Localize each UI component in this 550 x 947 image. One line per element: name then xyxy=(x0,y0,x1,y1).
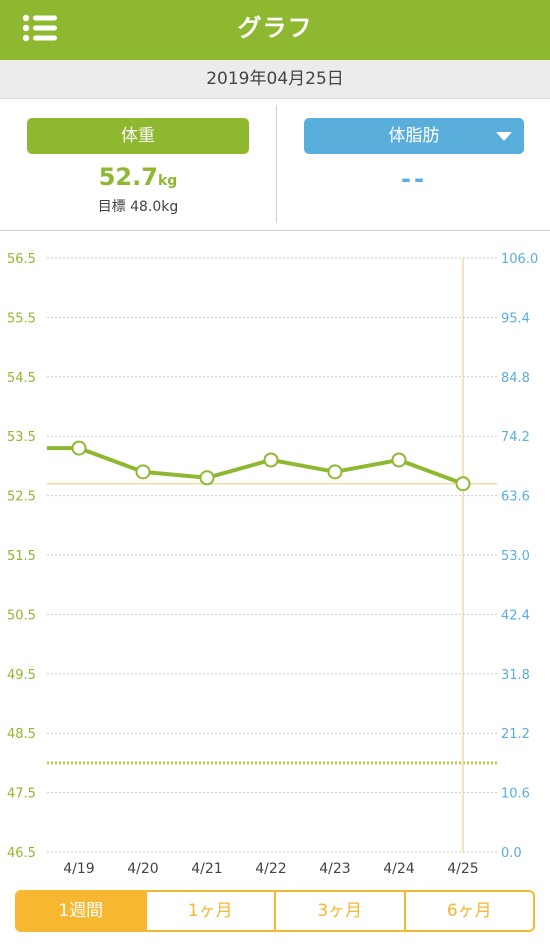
x-tick-label: 4/20 xyxy=(127,861,158,877)
chevron-down-icon xyxy=(496,132,512,141)
y-left-tick-label: 50.5 xyxy=(7,608,36,623)
page-title: グラフ xyxy=(237,14,313,42)
weight-unit: kg xyxy=(157,173,178,189)
data-point xyxy=(391,452,407,468)
y-right-tick-label: 63.6 xyxy=(501,490,530,505)
weight-value: 52.7kg xyxy=(27,163,249,191)
x-tick-label: 4/19 xyxy=(63,861,94,877)
summary-panel: 体重 52.7kg 目標 48.0kg 体脂肪 -- xyxy=(0,99,550,231)
y-right-tick-label: 10.6 xyxy=(501,787,530,802)
date-label: 2019年04月25日 xyxy=(0,60,550,99)
y-right-tick-label: 21.2 xyxy=(501,727,530,742)
y-right-tick-label: 84.8 xyxy=(501,371,530,386)
y-right-tick-label: 95.4 xyxy=(501,311,530,326)
y-left-tick-label: 47.5 xyxy=(7,787,36,802)
y-left-tick-label: 56.5 xyxy=(7,252,36,267)
tab-3-months[interactable]: 3ヶ月 xyxy=(274,892,404,930)
y-right-tick-label: 0.0 xyxy=(501,846,522,861)
divider xyxy=(276,105,277,223)
weight-chart[interactable]: 56.5 106.0 55.5 95.4 54.5 84.8 53.5 74.2 52.5 63.… xyxy=(0,231,550,883)
y-left-tick-label: 51.5 xyxy=(7,549,36,564)
x-tick-label: 4/22 xyxy=(255,861,286,877)
body-fat-label: 体脂肪 xyxy=(388,126,440,146)
y-left-tick-label: 53.5 xyxy=(7,430,36,445)
y-right-tick-label: 106.0 xyxy=(501,252,538,267)
data-point xyxy=(135,464,151,480)
y-right-tick-label: 53.0 xyxy=(501,549,530,564)
body-fat-value: -- xyxy=(401,165,427,193)
tab-6-months[interactable]: 6ヶ月 xyxy=(403,892,533,930)
data-point xyxy=(455,476,471,492)
y-left-tick-label: 52.5 xyxy=(7,490,36,505)
tab-1-week[interactable]: 1週間 xyxy=(17,892,145,930)
y-left-tick-label: 48.5 xyxy=(7,727,36,742)
period-tabs: 1週間 1ヶ月 3ヶ月 6ヶ月 xyxy=(15,890,535,932)
weight-number: 52.7 xyxy=(98,163,158,191)
data-point xyxy=(263,452,279,468)
app-header: グラフ xyxy=(0,0,550,60)
x-tick-label: 4/25 xyxy=(447,861,478,877)
y-right-tick-label: 74.2 xyxy=(501,430,530,445)
body-fat-dropdown[interactable]: 体脂肪 xyxy=(304,118,524,154)
data-point xyxy=(199,470,215,486)
y-right-tick-label: 31.8 xyxy=(501,668,530,683)
menu-list-icon[interactable] xyxy=(22,14,58,42)
data-point xyxy=(71,440,87,456)
goal-weight: 目標 48.0kg xyxy=(97,199,179,215)
data-point xyxy=(327,464,343,480)
tab-1-month[interactable]: 1ヶ月 xyxy=(144,892,274,930)
y-left-tick-label: 55.5 xyxy=(7,311,36,326)
y-left-tick-label: 49.5 xyxy=(7,668,36,683)
weight-button[interactable]: 体重 xyxy=(27,118,249,154)
y-right-tick-label: 42.4 xyxy=(501,608,530,623)
y-left-tick-label: 46.5 xyxy=(7,846,36,861)
x-tick-label: 4/23 xyxy=(319,861,350,877)
x-tick-label: 4/21 xyxy=(191,861,222,877)
y-left-tick-label: 54.5 xyxy=(7,371,36,386)
series-line xyxy=(47,446,464,486)
x-tick-label: 4/24 xyxy=(383,861,415,877)
